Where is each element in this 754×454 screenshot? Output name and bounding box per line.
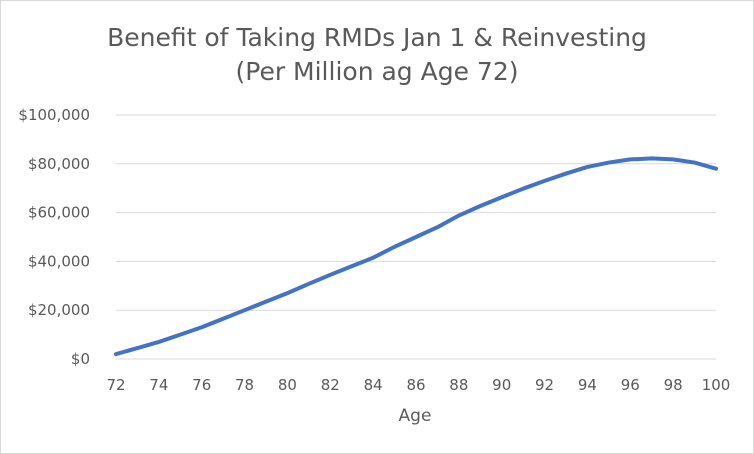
x-tick-label: 92 — [535, 376, 554, 394]
chart-title: Benefit of Taking RMDs Jan 1 & Reinvesti… — [107, 23, 647, 52]
x-tick-label: 90 — [492, 376, 511, 394]
x-tick-label: 72 — [106, 376, 125, 394]
x-tick-label: 82 — [321, 376, 340, 394]
x-tick-label: 86 — [406, 376, 425, 394]
x-tick-label: 96 — [621, 376, 640, 394]
x-tick-label: 78 — [235, 376, 254, 394]
y-tick-label: $40,000 — [28, 252, 90, 270]
chart-subtitle: (Per Million ag Age 72) — [235, 57, 519, 86]
x-axis-ticks: 72 74 76 78 80 82 84 86 88 90 92 94 96 98 100 — [106, 376, 730, 394]
y-tick-label: $100,000 — [18, 106, 90, 124]
y-axis-ticks: $0 $20,000 $40,000 $60,000 $80,000 $100,000 — [18, 106, 90, 368]
x-tick-label: 88 — [449, 376, 468, 394]
x-tick-label: 76 — [192, 376, 211, 394]
x-tick-label: 94 — [578, 376, 597, 394]
y-tick-label: $60,000 — [28, 204, 90, 222]
series-layer — [114, 156, 718, 357]
chart-title-block: Benefit of Taking RMDs Jan 1 & Reinvesti… — [1, 21, 753, 89]
x-tick-label: 80 — [278, 376, 297, 394]
series-line — [114, 156, 718, 357]
x-tick-label: 98 — [664, 376, 683, 394]
x-tick-label: 100 — [702, 376, 731, 394]
gridlines — [116, 114, 716, 360]
x-tick-label: 74 — [149, 376, 168, 394]
x-axis-label: Age — [399, 406, 432, 426]
x-tick-label: 84 — [364, 376, 383, 394]
y-tick-label: $80,000 — [28, 155, 90, 173]
y-tick-label: $20,000 — [28, 301, 90, 319]
y-tick-label: $0 — [71, 350, 90, 368]
